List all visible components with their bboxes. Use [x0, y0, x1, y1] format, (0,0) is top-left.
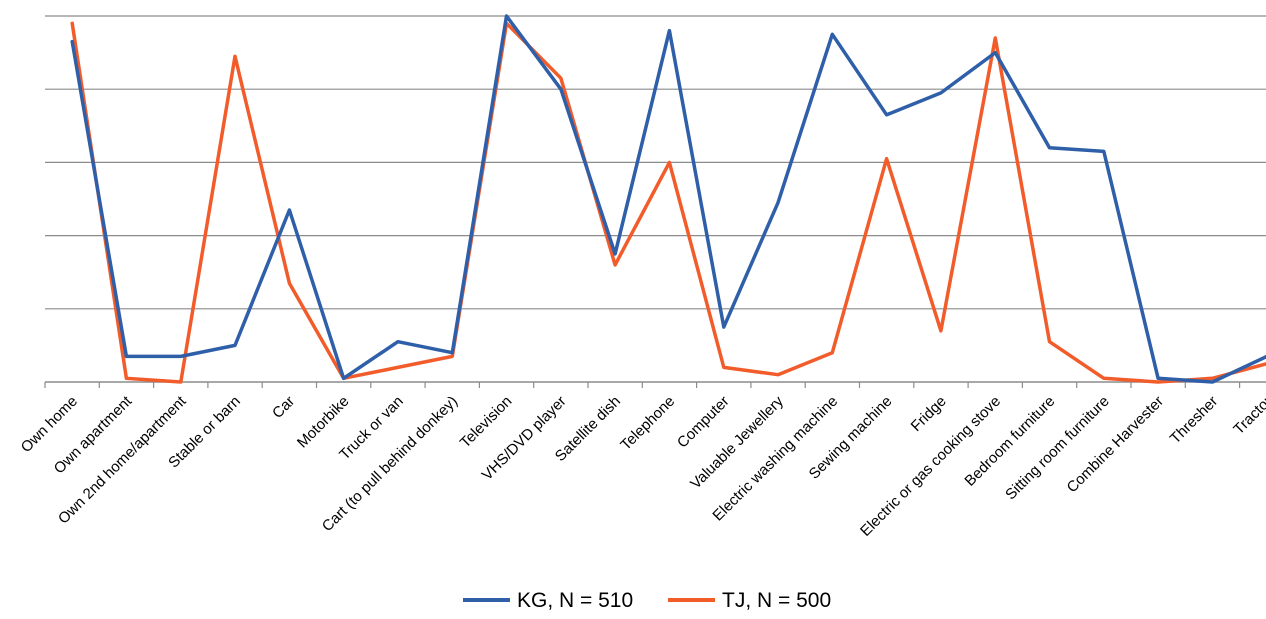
x-tick-label: Telephone: [617, 393, 678, 454]
x-tick-label: Bedroom furniture: [961, 393, 1058, 490]
x-tick-label: Tractor: [1230, 393, 1266, 438]
x-tick-label: Valuable Jewellery: [687, 392, 787, 492]
legend-label: TJ, N = 500: [722, 589, 831, 612]
x-tick-label: Sitting room furniture: [1002, 393, 1112, 503]
legend: KG, N = 510 TJ, N = 500: [463, 589, 831, 612]
legend-label: KG, N = 510: [517, 589, 633, 612]
series-lines: [70, 14, 1266, 384]
x-tick-label: Car: [269, 393, 298, 422]
series-line: [70, 14, 1266, 384]
series-line: [70, 21, 1266, 384]
x-tick-label: Fridge: [908, 393, 950, 435]
x-tick-label: Combine Harvester: [1064, 393, 1167, 496]
gridlines: [45, 15, 1266, 310]
x-tick-label: Thresher: [1167, 393, 1221, 447]
